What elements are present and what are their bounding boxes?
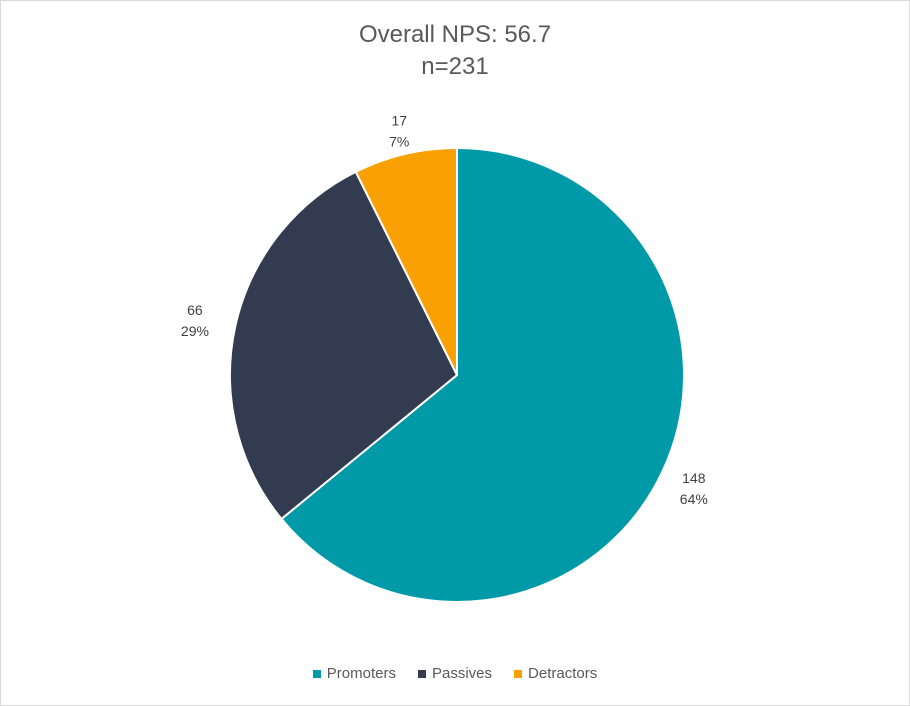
data-label-detractors: 17 7% — [389, 113, 409, 150]
pie-slices — [229, 146, 685, 603]
pie-slice-promoters — [280, 146, 685, 603]
legend-label-promoters: Promoters — [326, 665, 396, 682]
legend-item-passives: Passives — [417, 665, 493, 682]
legend-swatch-detractors — [514, 669, 523, 678]
legend-swatch-passives — [417, 669, 426, 678]
legend-item-promoters: Promoters — [312, 665, 396, 682]
legend-item-detractors: Detractors — [514, 665, 597, 682]
pie-slice-detractors — [354, 146, 458, 376]
chart-title: Overall NPS: 56.7 — [358, 21, 552, 48]
legend-swatch-promoters — [312, 669, 321, 678]
chart-subtitle: n=231 — [421, 53, 489, 80]
data-label-passives: 66 29% — [181, 302, 209, 339]
pie-slice-passives — [229, 170, 459, 521]
legend: Promoters Passives Detractors — [1, 665, 909, 682]
legend-label-passives: Passives — [431, 665, 493, 682]
chart-title-block: Overall NPS: 56.7 n=231 — [1, 19, 909, 83]
data-labels: 148 64% 66 29% 17 7% — [181, 113, 708, 507]
data-label-promoters: 148 64% — [680, 470, 708, 507]
legend-label-detractors: Detractors — [528, 665, 598, 682]
